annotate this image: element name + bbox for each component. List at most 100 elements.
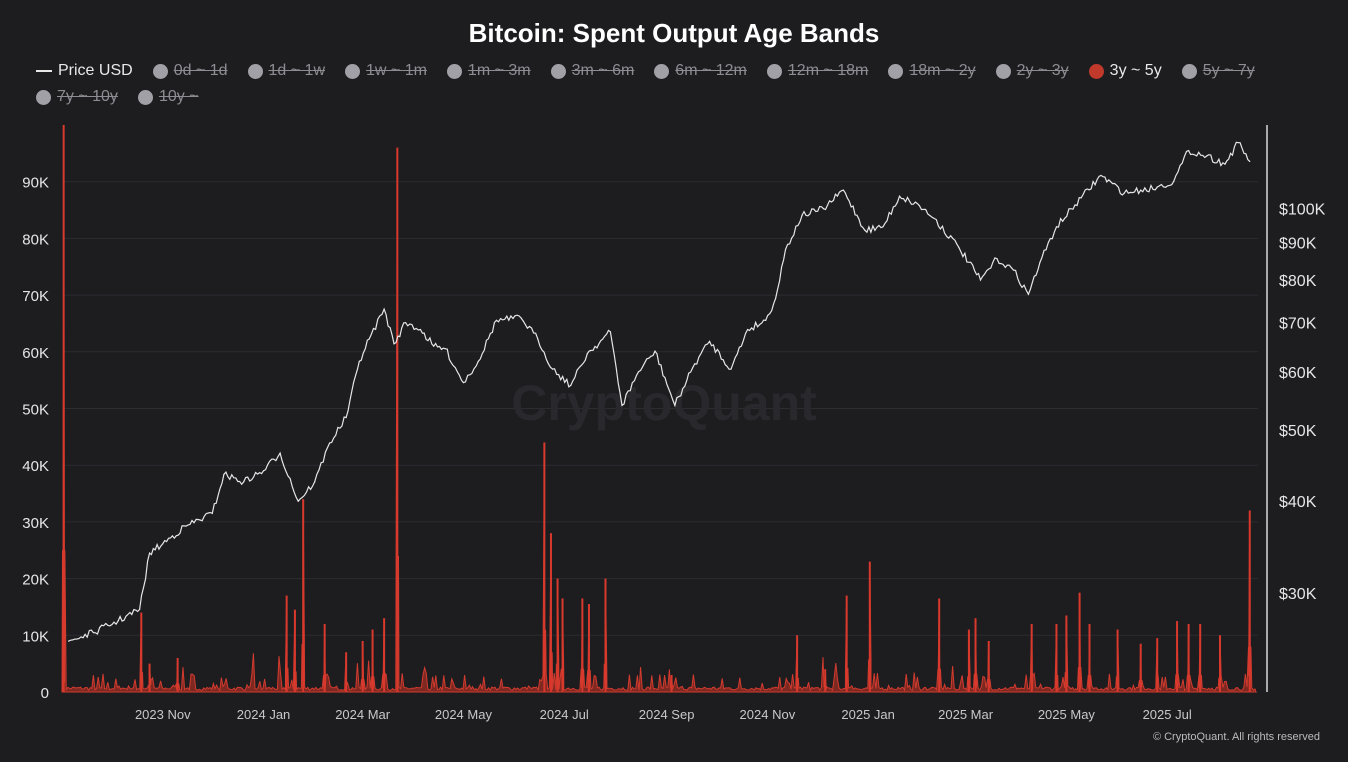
x-tick-label: 2023 Nov: [135, 707, 191, 722]
dot-marker-icon: [345, 63, 360, 79]
price-point-13: [314, 481, 316, 483]
price-point-32: [609, 331, 612, 333]
legend-label: 7y ~ 10y: [57, 88, 118, 105]
legend-label: 5y ~ 7y: [1202, 62, 1255, 79]
price-point-52: [958, 247, 960, 249]
price-point-23: [444, 348, 446, 350]
price-point-36: [674, 404, 676, 407]
legend-item-3y-5y[interactable]: 3y ~ 5y: [1088, 61, 1162, 81]
price-point-17: [368, 338, 370, 340]
price-point-69: [1249, 160, 1251, 162]
legend-label: Price USD: [58, 62, 133, 79]
right-tick-label: $40K: [1279, 494, 1317, 511]
price-point-58: [1055, 226, 1058, 228]
legend-item-10y[interactable]: 10y ~: [137, 87, 199, 107]
price-point-31: [586, 353, 588, 355]
legend: Price USD 0d ~ 1d 1d ~ 1w 1w ~ 1m 1m ~ 3m 3m …: [36, 61, 1326, 107]
price-point-45: [822, 208, 825, 210]
legend-item-12m-18m[interactable]: 12m ~ 18m: [766, 61, 869, 81]
right-tick-label: $50K: [1279, 423, 1317, 440]
dot-marker-icon: [550, 63, 566, 79]
price-point-28: [537, 338, 539, 340]
left-tick-label: 60K: [22, 345, 49, 362]
right-tick-label: $100K: [1279, 202, 1326, 219]
price-point-14: [329, 442, 331, 444]
price-point-62: [1140, 189, 1142, 191]
price-point-63: [1156, 186, 1158, 188]
legend-label: 2y ~ 3y: [1016, 62, 1069, 79]
x-axis-ticks: 2023 Nov 2024 Jan 2024 Mar 2024 May 2024 Jul…: [135, 707, 1192, 722]
x-tick-label: 2024 Sep: [639, 707, 695, 722]
legend-item-price-usd[interactable]: Price USD: [36, 61, 133, 81]
left-tick-label: 10K: [22, 628, 49, 645]
price-point-41: [765, 319, 767, 321]
price-point-48: [882, 226, 884, 228]
dot-marker-icon: [888, 63, 904, 79]
price-point-6: [185, 525, 187, 527]
price-point-9: [243, 481, 245, 483]
price-point-44: [801, 214, 803, 216]
price-point-66: [1206, 155, 1208, 157]
legend-item-0d-1d[interactable]: 0d ~ 1d: [152, 61, 228, 81]
series-price-usd-line: [68, 141, 1251, 642]
price-point-39: [730, 368, 732, 370]
left-axis-ticks: 0 10K 20K 30K 40K 50K 60K 70K 80K 90K: [22, 175, 49, 702]
series-3y-5y-area: [61, 124, 1257, 693]
x-tick-label: 2024 Mar: [335, 707, 391, 722]
price-point-37: [694, 363, 696, 365]
price-point-55: [1012, 269, 1015, 271]
price-point-7: [211, 512, 213, 514]
right-axis-ticks: $30K $40K $50K $60K $70K $80K $90K $100K: [1279, 202, 1326, 603]
price-point-1: [92, 632, 94, 634]
series-price-usd-points: [68, 142, 1251, 642]
left-tick-label: 20K: [22, 572, 49, 589]
price-point-5: [162, 543, 164, 545]
price-point-34: [637, 371, 640, 373]
price-point-4: [148, 552, 151, 554]
right-tick-label: $60K: [1279, 365, 1317, 382]
legend-item-1d-1w[interactable]: 1d ~ 1w: [247, 61, 325, 81]
legend-item-2y-3y[interactable]: 2y ~ 3y: [995, 61, 1069, 81]
left-tick-label: 70K: [22, 288, 49, 305]
price-point-38: [708, 340, 711, 342]
price-point-10: [262, 470, 265, 472]
dot-marker-icon: [247, 63, 263, 79]
legend-item-5y-7y[interactable]: 5y ~ 7y: [1181, 61, 1255, 81]
price-point-67: [1224, 163, 1226, 165]
legend-item-3m-6m[interactable]: 3m ~ 6m: [550, 61, 634, 81]
legend-label: 1m ~ 3m: [467, 62, 531, 79]
copyright-text: © CryptoQuant. All rights reserved: [1152, 731, 1320, 743]
legend-item-7y-10y[interactable]: 7y ~ 10y: [36, 87, 118, 107]
legend-label: 18m ~ 2y: [909, 62, 976, 79]
legend-label: 12m ~ 18m: [787, 62, 869, 79]
price-point-15: [345, 416, 347, 419]
dot-marker-icon: [36, 89, 51, 105]
legend-item-1w-1m[interactable]: 1w ~ 1m: [345, 61, 427, 81]
left-tick-label: 40K: [22, 458, 49, 475]
price-point-12: [297, 500, 299, 502]
legend-item-18m-2y[interactable]: 18m ~ 2y: [888, 61, 976, 81]
dot-marker-icon: [446, 63, 462, 79]
price-point-2: [117, 620, 119, 622]
price-point-11: [279, 452, 281, 454]
price-point-47: [864, 229, 866, 231]
left-tick-label: 30K: [22, 515, 49, 532]
price-point-20: [405, 321, 407, 324]
dot-marker-icon: [654, 63, 670, 79]
x-tick-label: 2024 Jul: [540, 707, 589, 722]
price-point-26: [495, 319, 498, 321]
dot-marker-icon: [137, 89, 153, 105]
legend-item-1m-3m[interactable]: 1m ~ 3m: [446, 61, 531, 81]
x-tick-label: 2025 Jan: [841, 707, 895, 722]
price-point-27: [520, 317, 522, 319]
price-point-61: [1123, 192, 1125, 194]
chart-title: Bitcoin: Spent Output Age Bands: [468, 18, 880, 48]
left-tick-label: 90K: [22, 175, 49, 192]
price-point-54: [996, 258, 998, 260]
price-point-24: [462, 381, 465, 384]
price-point-29: [552, 368, 554, 370]
dot-marker-icon: [995, 63, 1011, 79]
legend-item-6m-12m[interactable]: 6m ~ 12m: [654, 61, 747, 81]
